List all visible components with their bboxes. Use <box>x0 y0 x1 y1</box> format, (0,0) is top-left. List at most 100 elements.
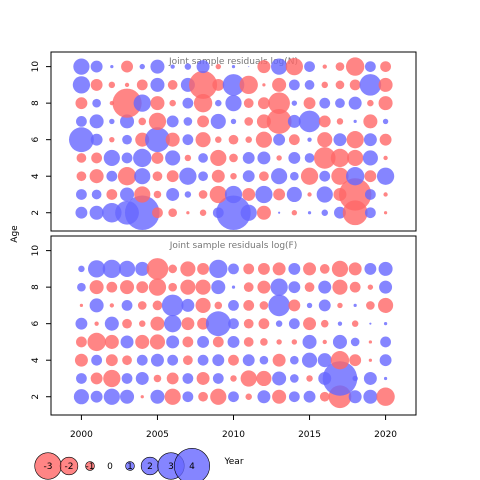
plot-frame <box>50 51 417 232</box>
residual-bubble <box>240 370 257 387</box>
residual-bubble <box>378 77 393 92</box>
residual-bubble <box>139 63 145 70</box>
residual-bubble <box>181 298 195 312</box>
residual-bubble <box>240 204 257 221</box>
residual-bubble <box>266 108 292 134</box>
residual-bubble <box>243 263 255 275</box>
residual-bubble <box>288 79 300 91</box>
residual-bubble <box>383 322 388 326</box>
residual-bubble <box>90 390 103 403</box>
residual-bubble <box>378 96 393 111</box>
legend-bubble <box>59 456 79 476</box>
residual-bubble <box>278 211 281 214</box>
residual-bubble <box>349 79 361 91</box>
residual-bubble <box>121 373 133 384</box>
residual-bubble <box>352 375 358 382</box>
residual-bubble <box>364 207 376 219</box>
residual-bubble <box>321 209 328 216</box>
residual-bubble <box>134 168 151 185</box>
x-tick-label: 2020 <box>374 430 397 440</box>
residual-bubble <box>286 186 302 203</box>
residual-bubble <box>148 278 167 296</box>
residual-bubble <box>316 186 333 203</box>
residual-bubble <box>303 390 316 403</box>
residual-bubble <box>183 117 193 126</box>
residual-bubble <box>335 80 345 90</box>
residual-bubble <box>338 178 372 211</box>
residual-bubble <box>186 211 190 215</box>
residual-bubble <box>260 338 268 346</box>
residual-bubble <box>91 189 102 200</box>
residual-bubble <box>205 311 231 337</box>
residual-bubble <box>307 192 312 197</box>
residual-bubble <box>151 151 164 164</box>
residual-bubble <box>300 167 319 185</box>
residual-bubble <box>350 337 360 347</box>
residual-bubble <box>102 259 122 279</box>
residual-bubble <box>242 187 256 201</box>
residual-bubble <box>337 321 343 326</box>
residual-bubble <box>243 98 254 109</box>
residual-bubble <box>182 373 194 384</box>
residual-bubble <box>196 371 210 385</box>
residual-bubble <box>209 259 228 279</box>
residual-bubble <box>248 66 250 68</box>
legend-bubble <box>125 461 135 471</box>
residual-bubble <box>364 61 376 73</box>
residual-bubble <box>228 391 239 403</box>
residual-bubble <box>359 74 382 96</box>
residual-bubble <box>317 353 332 368</box>
residual-bubble <box>216 195 251 231</box>
residual-bubble <box>169 99 176 107</box>
residual-bubble <box>243 318 254 329</box>
residual-bubble <box>290 171 299 181</box>
residual-bubble <box>318 280 332 294</box>
residual-bubble <box>109 303 114 308</box>
residual-bubble <box>337 302 343 309</box>
residual-bubble <box>332 279 348 295</box>
residual-bubble <box>118 260 136 277</box>
residual-bubble <box>89 114 104 129</box>
residual-bubble <box>229 153 238 163</box>
residual-bubble <box>228 318 239 330</box>
residual-bubble <box>304 80 315 90</box>
residual-bubble <box>150 77 165 92</box>
residual-bubble <box>89 169 104 184</box>
residual-bubble <box>212 354 225 367</box>
residual-bubble <box>363 389 378 404</box>
residual-bubble <box>198 190 208 199</box>
residual-bubble <box>306 302 313 309</box>
residual-bubble <box>76 373 87 384</box>
residual-bubble <box>319 170 331 182</box>
residual-bubble <box>376 387 395 406</box>
residual-bubble <box>319 391 330 402</box>
residual-bubble <box>212 78 225 91</box>
residual-bubble <box>165 150 181 166</box>
legend-label: -1 <box>86 462 95 472</box>
residual-bubble <box>76 153 87 163</box>
residual-bubble <box>288 281 301 294</box>
residual-bubble <box>122 318 132 329</box>
residual-bubble <box>288 262 301 275</box>
residual-bubble <box>302 334 317 349</box>
residual-bubble <box>256 370 272 387</box>
residual-bubble <box>224 185 243 204</box>
residual-bubble <box>181 317 195 331</box>
legend-label: -3 <box>44 462 53 472</box>
residual-bubble <box>164 315 182 333</box>
residual-bubble <box>348 262 362 276</box>
residual-bubble <box>92 98 101 108</box>
residual-bubble <box>322 64 327 69</box>
residual-bubble <box>285 57 303 76</box>
residual-bubble <box>349 354 362 367</box>
residual-bubble <box>317 132 333 148</box>
residual-bubble <box>368 340 372 344</box>
residual-bubble <box>383 211 388 215</box>
residual-bubble <box>195 132 211 148</box>
residual-bubble <box>210 113 226 129</box>
residual-bubble <box>73 58 90 75</box>
panel-title: Joint sample residuals log(F) <box>169 241 297 251</box>
residual-bubble <box>291 339 298 345</box>
residual-bubble <box>322 361 358 396</box>
residual-bubble <box>334 206 346 219</box>
